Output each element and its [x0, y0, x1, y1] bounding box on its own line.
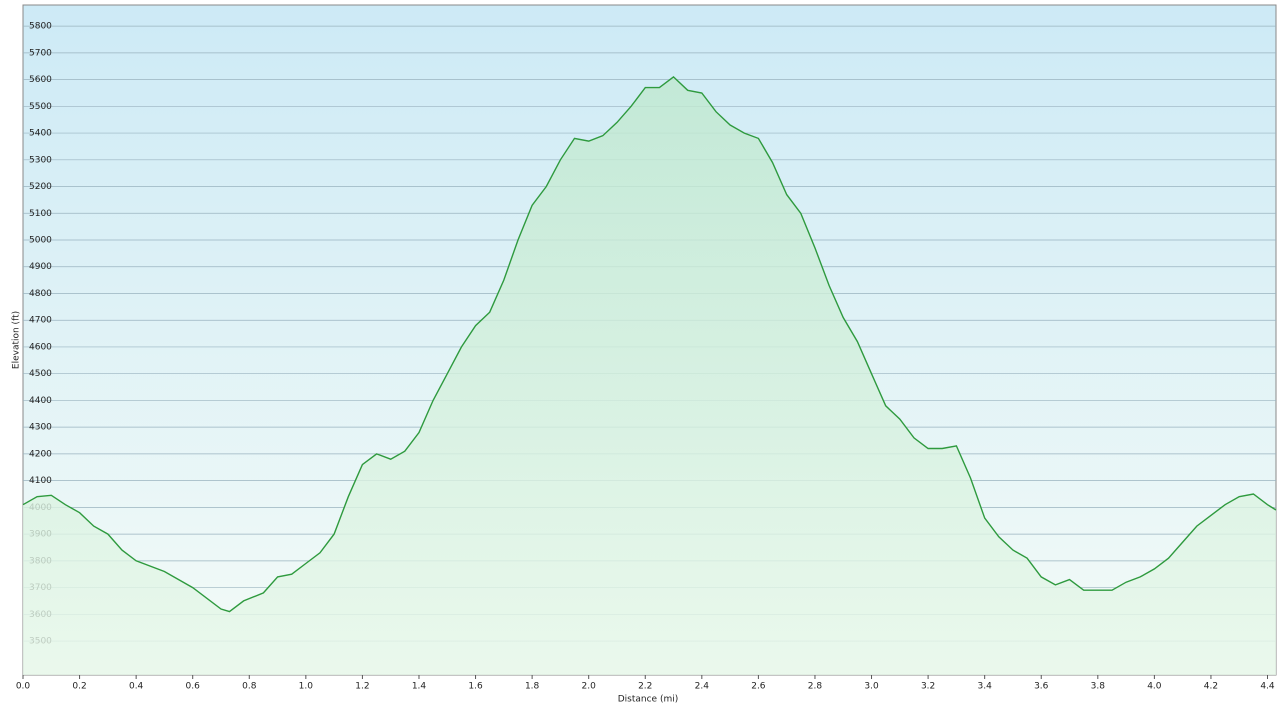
x-tick-label: 2.0 [582, 682, 597, 692]
x-tick-label: 4.4 [1260, 682, 1275, 692]
x-tick-label: 0.8 [242, 682, 257, 692]
x-tick-label: 1.4 [412, 682, 427, 692]
x-axis-label: Distance (mi) [618, 695, 679, 705]
y-tick-label: 5300 [29, 155, 52, 165]
x-tick-label: 0.2 [72, 682, 86, 692]
y-axis-label: Elevation (ft) [12, 311, 22, 369]
x-tick-label: 3.2 [921, 682, 935, 692]
x-tick-label: 3.6 [1034, 682, 1049, 692]
x-tick-label: 1.2 [355, 682, 369, 692]
y-tick-label: 5100 [29, 209, 52, 219]
y-tick-label: 4600 [29, 342, 52, 352]
y-tick-label: 5800 [29, 22, 52, 32]
x-tick-label: 2.4 [695, 682, 710, 692]
y-tick-label: 4300 [29, 423, 52, 433]
y-tick-label: 4200 [29, 449, 52, 459]
y-tick-label: 5400 [29, 129, 52, 139]
y-tick-label: 5200 [29, 182, 52, 192]
x-tick-label: 4.2 [1204, 682, 1218, 692]
x-tick-label: 3.0 [864, 682, 879, 692]
x-tick-label: 2.6 [751, 682, 766, 692]
area-fill [23, 76, 1276, 675]
x-tick-label: 2.8 [808, 682, 823, 692]
y-tick-label: 4100 [29, 476, 52, 486]
x-tick-label: 0.4 [129, 682, 144, 692]
y-tick-label: 4800 [29, 289, 52, 299]
x-tick-label: 1.8 [525, 682, 540, 692]
y-tick-label: 5500 [29, 102, 52, 112]
x-tick-label: 1.0 [299, 682, 314, 692]
y-tick-label: 4700 [29, 316, 52, 326]
x-tick-label: 2.2 [638, 682, 652, 692]
x-tick-label: 4.0 [1147, 682, 1162, 692]
y-tick-label: 4500 [29, 369, 52, 379]
x-tick-label: 3.8 [1091, 682, 1106, 692]
x-tick-label: 0.0 [16, 682, 31, 692]
y-tick-label: 5600 [29, 75, 52, 85]
y-tick-label: 4900 [29, 262, 52, 272]
x-tick-label: 3.4 [978, 682, 993, 692]
x-tick-label: 1.6 [468, 682, 483, 692]
elevation-line [22, 75, 1277, 613]
y-tick-label: 4400 [29, 396, 52, 406]
y-tick-label: 5700 [29, 48, 52, 58]
y-tick-label: 5000 [29, 236, 52, 246]
x-tick-label: 0.6 [186, 682, 201, 692]
